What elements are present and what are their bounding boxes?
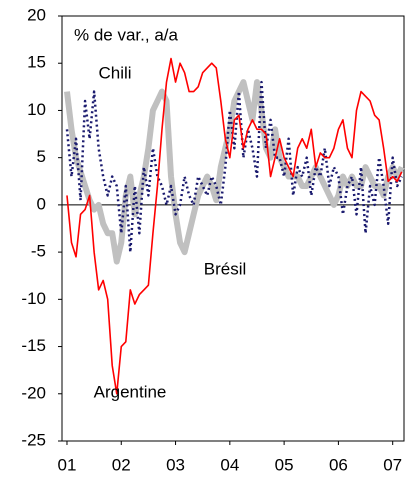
- x-tick-label: 07: [383, 455, 402, 474]
- chart-title: % de var., a/a: [74, 25, 178, 44]
- y-tick-label: -15: [21, 336, 46, 355]
- series-label: Brésil: [204, 259, 247, 278]
- x-tick-label: 06: [329, 455, 348, 474]
- x-tick-label: 01: [58, 455, 77, 474]
- y-tick-label: 0: [37, 194, 46, 213]
- y-tick-label: -20: [21, 383, 46, 402]
- x-tick-label: 05: [275, 455, 294, 474]
- x-tick-label: 04: [220, 455, 239, 474]
- x-tick-label: 03: [166, 455, 185, 474]
- y-tick-label: -10: [21, 289, 46, 308]
- y-tick-label: -5: [31, 242, 46, 261]
- series-label: Argentine: [94, 382, 167, 401]
- y-tick-label: 20: [27, 5, 46, 24]
- series-line: [64, 79, 405, 265]
- y-tick-label: 15: [27, 53, 46, 72]
- y-tick-label: 5: [37, 147, 46, 166]
- series-label: Chili: [98, 63, 131, 82]
- plot-frame: [61, 15, 405, 442]
- series-line: [65, 80, 403, 254]
- y-tick-label: 10: [27, 100, 46, 119]
- y-tick-label: -25: [21, 430, 46, 449]
- series-line: [66, 57, 403, 395]
- x-tick-label: 02: [112, 455, 131, 474]
